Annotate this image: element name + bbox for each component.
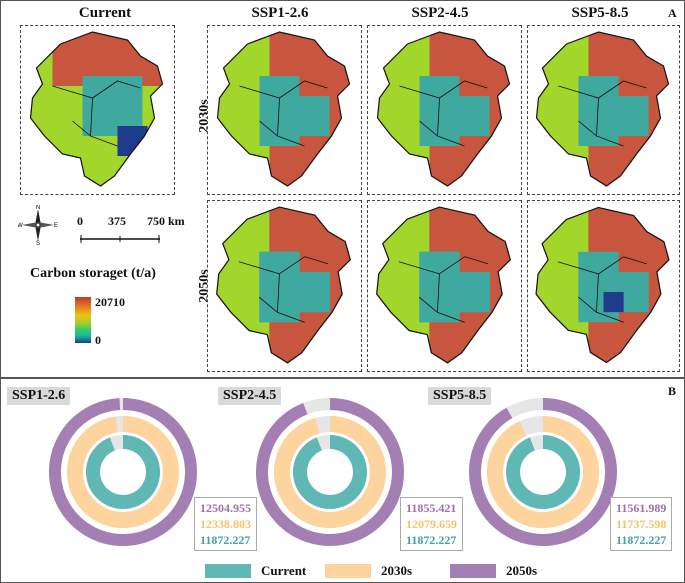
- swatch-2030s: [325, 564, 371, 578]
- value-current: 11872.227: [616, 533, 667, 547]
- legend-gradient: [75, 297, 91, 343]
- title-ssp245: SSP2-4.5: [411, 5, 469, 21]
- swatch-current: [205, 564, 251, 578]
- panel-a-letter: A: [668, 6, 677, 20]
- value-current: 11872.227: [200, 533, 251, 547]
- scale-mid: 375: [108, 214, 126, 228]
- map-ssp245-2050s: [367, 200, 522, 372]
- map-current: [20, 25, 175, 195]
- map-ssp126-2050s: [207, 200, 362, 372]
- scale-zero: 0: [77, 214, 83, 228]
- value-2030s: 12338.803: [200, 517, 251, 531]
- title-ssp126: SSP1-2.6: [251, 5, 309, 21]
- value-2050s: 12504.955: [200, 501, 251, 515]
- tag-ssp126: SSP1-2.6: [7, 387, 71, 405]
- legend-current-label: Current: [261, 563, 307, 578]
- map-ssp126-2030s: [207, 25, 362, 195]
- legend-2030s: 2030s: [325, 563, 412, 579]
- title-current: Current: [78, 5, 132, 21]
- ring-current: [506, 435, 580, 509]
- legend-2030s-label: 2030s: [381, 563, 413, 578]
- compass-s: S: [36, 241, 40, 245]
- swatch-2050s: [450, 564, 496, 578]
- ring-2030s: [67, 416, 179, 528]
- ring-current: [86, 435, 160, 509]
- donut-ssp585: [469, 398, 617, 546]
- value-2030s: 11737.598: [616, 517, 667, 531]
- tag-ssp245: SSP2-4.5: [218, 387, 282, 405]
- ring-2050s: [256, 398, 404, 546]
- scale-end: 750 km: [147, 214, 185, 228]
- value-2030s: 12079.659: [406, 517, 457, 531]
- title-ssp585: SSP5-8.5: [571, 5, 629, 21]
- values-ssp126: 12504.955 12338.803 11872.227: [194, 497, 257, 551]
- legend-current: Current: [205, 563, 306, 579]
- legend-max: 20710: [95, 295, 125, 309]
- donut-ssp245: [256, 398, 404, 546]
- compass-e: E: [54, 223, 58, 229]
- legend-2050s-label: 2050s: [506, 563, 538, 578]
- value-2050s: 11561.989: [616, 501, 667, 515]
- donut-ssp126: [49, 398, 197, 546]
- legend-min: 0: [95, 333, 101, 347]
- compass-w: W: [18, 223, 23, 229]
- tag-ssp585: SSP5-8.5: [428, 387, 492, 405]
- map-ssp585-2050s: [527, 200, 680, 372]
- ring-2030s: [274, 416, 386, 528]
- values-ssp585: 11561.989 11737.598 11872.227: [610, 497, 673, 551]
- value-current: 11872.227: [406, 533, 457, 547]
- ring-current: [293, 435, 367, 509]
- panel-b-letter: B: [668, 384, 677, 398]
- map-ssp245-2030s: [367, 25, 522, 195]
- map-ssp585-2030s: [527, 25, 680, 195]
- ring-2030s: [487, 416, 599, 528]
- compass-n: N: [36, 205, 40, 211]
- value-2050s: 11855.421: [406, 501, 457, 515]
- ring-2050s: [49, 398, 197, 546]
- legend-2050s: 2050s: [450, 563, 537, 579]
- ring-2050s: [469, 398, 617, 546]
- values-ssp245: 11855.421 12079.659 11872.227: [400, 497, 463, 551]
- scale-bar: [80, 230, 160, 243]
- legend-title: Carbon storaget (t/a): [30, 266, 156, 281]
- compass-icon: N S E W: [17, 205, 58, 247]
